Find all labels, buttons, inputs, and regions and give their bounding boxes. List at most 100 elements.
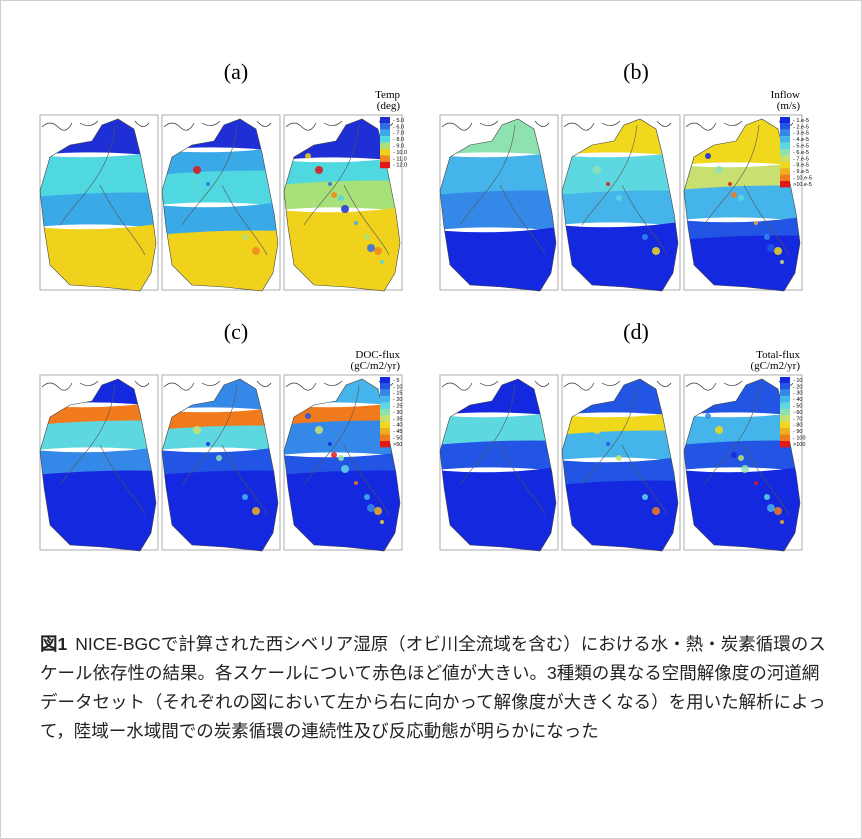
river [303, 124, 390, 256]
basin-outline [161, 378, 279, 552]
legend-swatch [780, 149, 790, 156]
legend-label: - 7.0 [393, 131, 404, 137]
map-patch [780, 520, 784, 524]
legend-label: - 8.e-5 [793, 163, 809, 169]
coastline [441, 120, 550, 131]
legend-label: - 15 [393, 391, 402, 397]
coastline [563, 380, 672, 391]
figure: (a)Temp(deg)- 5.0- 6.0- 7.0- 8.0- 9.0- 1… [39, 59, 812, 552]
coastline [41, 120, 150, 131]
legend-label: - 60 [793, 410, 802, 416]
legend-label: - 100 [793, 435, 806, 441]
map-patch [774, 507, 782, 515]
legend-swatch [380, 421, 390, 429]
caption-label: 図1 [40, 634, 68, 654]
legend-label: - 8.0 [393, 137, 404, 143]
legend-label: - 3.e-5 [793, 131, 809, 137]
coastline [163, 380, 272, 391]
map-patch [367, 504, 375, 512]
map-patch [374, 507, 382, 515]
legend-swatch [380, 149, 390, 156]
map-patch [305, 413, 311, 419]
map-patch [728, 442, 732, 446]
map-region [40, 151, 156, 201]
map-patch [193, 426, 201, 434]
legend-label: >10.e-5 [793, 182, 812, 188]
legend-label: - 30 [793, 391, 802, 397]
map-patch [642, 494, 648, 500]
map-patch [315, 426, 323, 434]
legend-label: - 80 [793, 423, 802, 429]
map-region [562, 456, 678, 489]
map-patch [364, 234, 370, 240]
legend-swatch [780, 377, 790, 384]
legend-label: - 11.0 [393, 156, 407, 162]
legend-label: - 35 [393, 416, 402, 422]
basin-outline [561, 378, 679, 552]
river [581, 124, 668, 256]
legend-title: Total-flux [756, 349, 800, 361]
legend-unit: (gC/m2/yr) [351, 360, 401, 372]
legend-unit: (gC/m2/yr) [751, 360, 801, 372]
legend-swatch [380, 383, 390, 390]
map-region [440, 466, 556, 551]
legend-swatch [780, 402, 790, 409]
river [59, 384, 146, 516]
map-patch [715, 166, 723, 174]
legend-swatch [380, 441, 390, 448]
map-region [440, 151, 556, 199]
map-region [40, 420, 156, 452]
map-patch [328, 442, 332, 446]
legend-swatch [780, 383, 790, 390]
basin-outline [683, 378, 801, 552]
map-region [162, 446, 278, 479]
map-region [40, 470, 156, 551]
legend-swatch [780, 142, 790, 149]
caption-text: NICE-BGCで計算された西シベリア湿原（オビ川全流域を含む）における水・熱・… [40, 634, 826, 741]
coastline [163, 120, 272, 131]
legend-swatch [380, 117, 390, 124]
legend-swatch [380, 428, 390, 435]
legend-swatch [780, 161, 790, 169]
legend-label: - 10.0 [393, 150, 407, 156]
map-region [162, 470, 278, 551]
map-region [684, 440, 800, 472]
map-patch [731, 452, 737, 458]
map-patch [616, 455, 622, 461]
basin-outline [161, 118, 279, 292]
legend-label: - 2.e-5 [793, 124, 809, 130]
map-patch [774, 247, 782, 255]
map-patch [593, 426, 601, 434]
map-patch [252, 247, 260, 255]
map-patch [354, 481, 358, 485]
legend-label: - 40 [393, 423, 402, 429]
legend-title: Temp [375, 89, 400, 101]
map-patch [354, 221, 358, 225]
legend-label: - 30 [393, 410, 402, 416]
legend-label: - 50 [793, 403, 802, 409]
basin-outline [439, 378, 557, 552]
legend-swatch [380, 129, 390, 137]
map-patch [341, 465, 349, 473]
legend-label: - 10 [393, 384, 402, 390]
map-patch [738, 195, 744, 201]
map-patch [616, 195, 622, 201]
map-patch [754, 221, 758, 225]
map-region [162, 146, 278, 179]
basin-outline [283, 378, 401, 552]
map-patch [728, 182, 732, 186]
map-patch [341, 205, 349, 213]
legend-swatch [380, 123, 390, 130]
map-patch [741, 465, 749, 473]
legend-label: - 40 [793, 397, 802, 403]
map-patch [593, 166, 601, 174]
map-patch [606, 182, 610, 186]
legend-label: - 4.e-5 [793, 137, 809, 143]
map-patch [206, 182, 210, 186]
legend-swatch [380, 434, 390, 441]
legend-label: - 10.e-5 [793, 175, 812, 181]
legend-swatch [780, 428, 790, 435]
map-patch [380, 260, 384, 264]
legend-label: - 6.e-5 [793, 150, 809, 156]
